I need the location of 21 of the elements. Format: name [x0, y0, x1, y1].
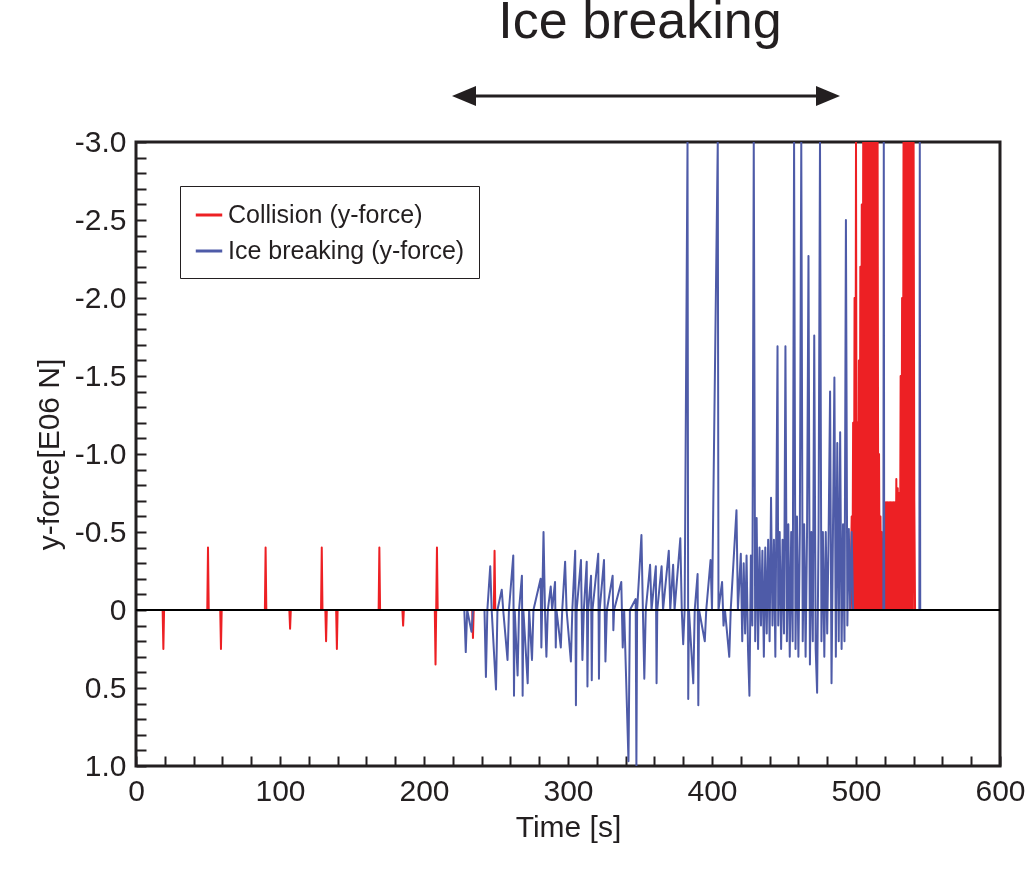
x-tick-label: 600 [975, 773, 1026, 807]
x-tick-label: 300 [543, 773, 594, 807]
y-tick-label: 0.5 [84, 670, 127, 704]
y-tick-label: -1.5 [74, 358, 127, 392]
chart-title: Ice breaking [498, 0, 782, 49]
legend-label: Ice breaking (y-force) [228, 236, 465, 264]
x-tick-label: 400 [687, 773, 738, 807]
y-tick-label: -3.0 [74, 124, 127, 158]
x-tick-label: 100 [255, 773, 306, 807]
legend-label: Collision (y-force) [228, 200, 423, 228]
x-tick-label: 200 [399, 773, 450, 807]
x-axis-title: Time [s] [515, 809, 622, 843]
y-axis-title: y-force[E06 N] [31, 358, 65, 551]
y-tick-label: -1.0 [74, 436, 127, 470]
y-tick-label: -2.5 [74, 202, 127, 236]
y-tick-label: -0.5 [74, 514, 127, 548]
x-tick-label: 500 [831, 773, 882, 807]
y-tick-label: -2.0 [74, 280, 127, 314]
y-tick-label: 1.0 [84, 748, 127, 782]
line-series [463, 142, 922, 766]
y-tick-label: 0 [109, 592, 127, 626]
